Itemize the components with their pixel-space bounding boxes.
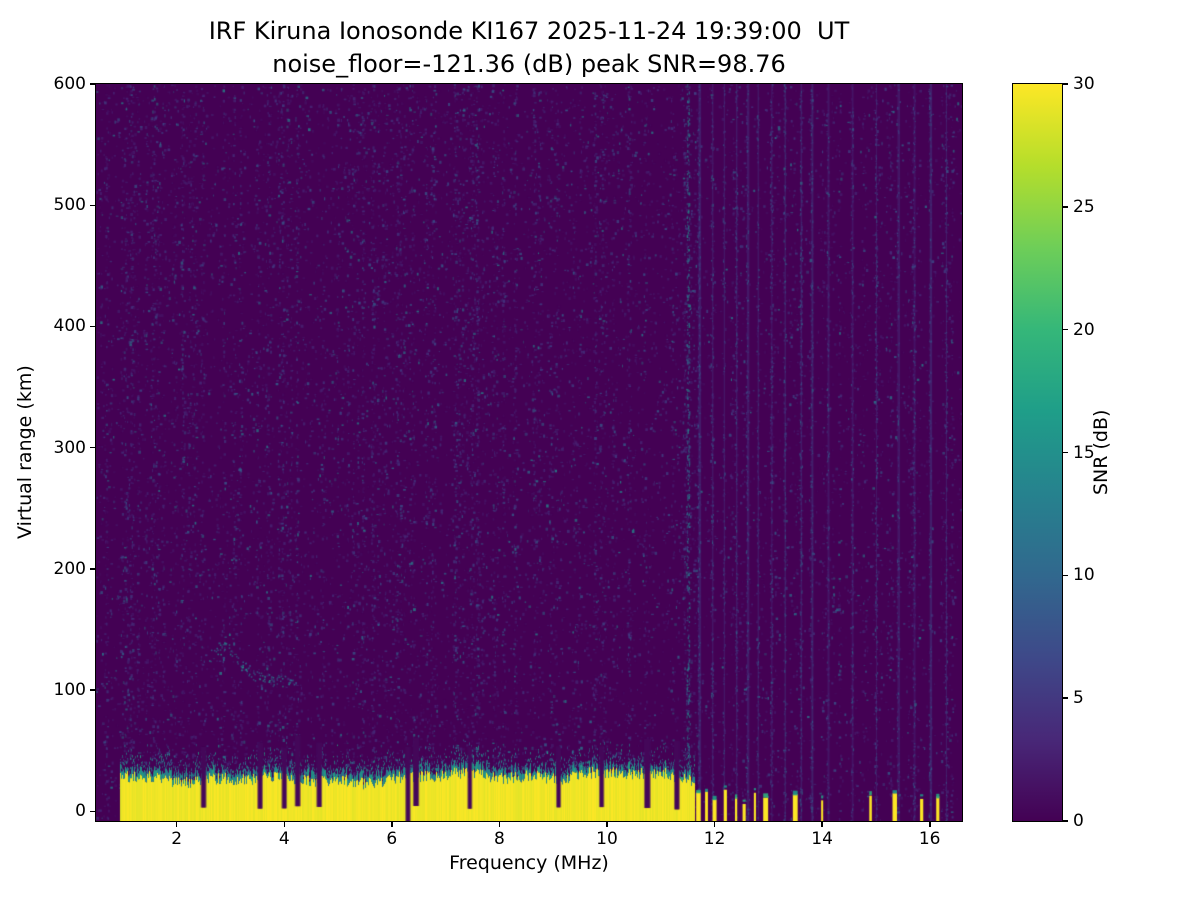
x-tick [498,822,501,827]
y-tick-label: 500 [53,195,86,216]
y-tick [90,810,96,813]
y-tick-label: 200 [53,558,86,579]
x-tick-label: 8 [493,829,505,849]
colorbar [1012,83,1063,822]
x-tick [283,822,285,827]
colorbar-tick-label: 20 [1073,319,1095,340]
colorbar-tick-label: 15 [1073,442,1095,463]
chart-title: IRF Kiruna Ionosonde KI167 2025-11-24 19… [208,17,850,45]
y-tick [90,446,96,449]
colorbar-tick [1063,820,1068,822]
x-tick [606,822,608,827]
y-tick-label: 400 [53,316,86,337]
x-tick [821,822,823,827]
x-tick-label: 2 [171,829,183,849]
chart-subtitle: noise_floor=-121.36 (dB) peak SNR=98.76 [272,50,786,78]
x-tick [929,822,931,827]
y-tick-label: 100 [53,680,86,701]
x-tick-label: 16 [918,829,941,849]
colorbar-tick-label: 10 [1073,565,1095,586]
plot-area [95,83,963,822]
x-tick-label: 12 [703,829,726,849]
x-tick-label: 4 [278,829,290,849]
y-tick-label: 0 [75,801,86,822]
y-tick [90,568,96,570]
x-tick [175,822,178,827]
y-tick [90,689,96,691]
colorbar-tick [1063,451,1068,454]
y-tick-label: 300 [53,437,86,458]
colorbar-tick-label: 0 [1073,811,1084,831]
colorbar-gradient [1013,84,1062,821]
x-axis-label: Frequency (MHz) [449,852,609,874]
y-tick-label: 600 [53,74,86,94]
y-tick [90,204,96,206]
colorbar-tick-label: 25 [1073,196,1095,217]
y-tick [90,83,96,85]
x-tick-label: 10 [596,829,618,849]
colorbar-tick-label: 30 [1073,74,1095,94]
colorbar-tick-label: 5 [1073,688,1084,709]
x-tick [713,822,716,827]
y-tick [90,325,96,328]
colorbar-tick [1063,697,1068,699]
colorbar-tick [1063,206,1068,208]
x-tick [391,822,393,827]
colorbar-tick [1063,328,1068,331]
colorbar-tick [1063,574,1068,577]
x-tick-label: 6 [386,829,398,849]
y-axis-label: Virtual range (km) [14,365,36,540]
x-tick-label: 14 [811,829,833,849]
colorbar-tick [1063,83,1068,85]
heatmap-canvas [96,84,962,821]
